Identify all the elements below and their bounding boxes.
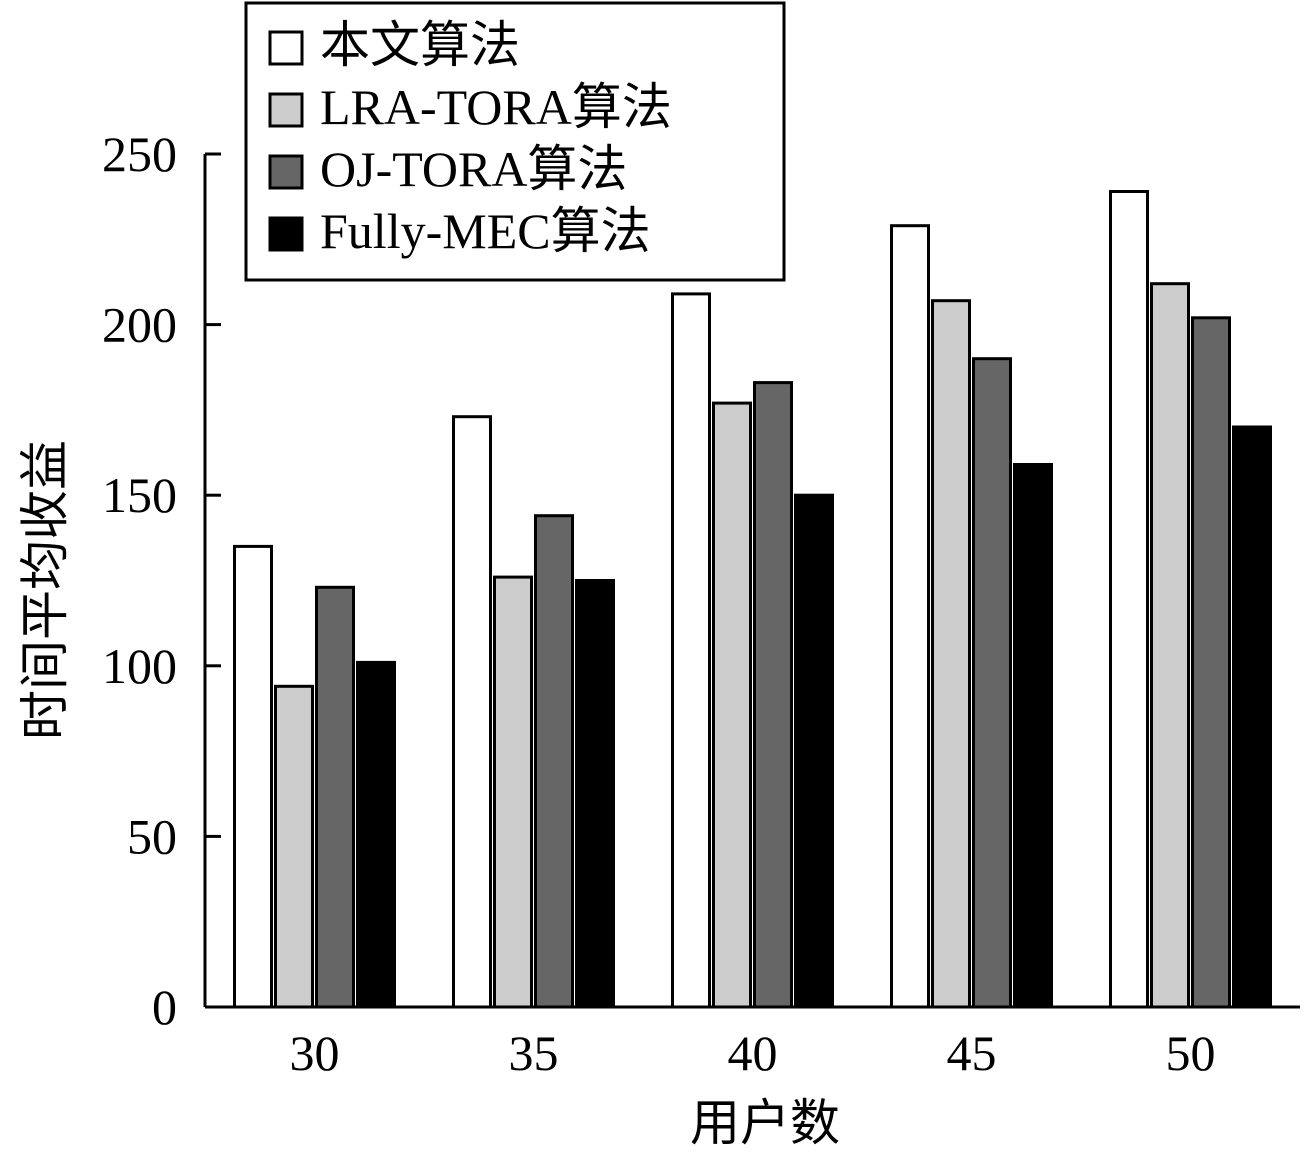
bar-35-series-3 [575, 579, 615, 1009]
bar-50-series-1 [1150, 282, 1190, 1009]
y-tick-label: 100 [102, 638, 177, 694]
bar-30-series-0 [233, 544, 273, 1009]
legend-label: Fully-MEC算法 [320, 203, 651, 259]
legend-box [244, 1, 786, 282]
x-tick-label: 35 [509, 1025, 559, 1081]
bar-50-series-2 [1191, 316, 1231, 1009]
axes-layer [203, 154, 1300, 1009]
bar-35-series-0 [452, 415, 492, 1009]
legend-swatch [268, 30, 304, 66]
x-tick-label: 45 [947, 1025, 997, 1081]
bar-50-series-3 [1232, 425, 1272, 1009]
y-tick-label: 150 [102, 467, 177, 523]
x-ticks-layer: 30 35 40 45 50 [290, 1025, 1216, 1081]
legend-swatch [268, 216, 304, 252]
bar-40-series-2 [753, 381, 793, 1009]
legend-label: LRA-TORA算法 [320, 79, 672, 135]
legend-items: 本文算法 LRA-TORA算法 OJ-TORA算法 Fully-MEC算法 [268, 17, 672, 259]
bar-35-series-1 [493, 575, 533, 1009]
y-tick-label: 200 [102, 297, 177, 353]
bar-45-series-1 [931, 299, 971, 1009]
y-tick-label: 250 [102, 126, 177, 182]
bar-30-series-3 [356, 660, 396, 1009]
bar-45-series-0 [890, 224, 930, 1009]
bar-45-series-2 [972, 357, 1012, 1009]
legend: 本文算法 LRA-TORA算法 OJ-TORA算法 Fully-MEC算法 [244, 1, 786, 282]
bar-30-series-2 [315, 585, 355, 1009]
bar-40-series-3 [794, 493, 834, 1009]
legend-label: 本文算法 [320, 17, 520, 73]
bars-layer [233, 190, 1272, 1009]
legend-label: OJ-TORA算法 [320, 141, 627, 197]
bar-50-series-0 [1109, 190, 1149, 1009]
legend-swatch [268, 154, 304, 190]
y-ticks-layer: 0 50 100 150 200 250 [102, 126, 221, 1035]
x-tick-label: 40 [728, 1025, 778, 1081]
y-axis-title: 时间平均收益 [17, 440, 73, 740]
bar-40-series-1 [712, 401, 752, 1009]
bar-35-series-2 [534, 514, 574, 1009]
x-axis-title: 用户数 [690, 1095, 840, 1151]
x-tick-label: 30 [290, 1025, 340, 1081]
legend-swatch [268, 92, 304, 128]
y-tick-label: 50 [127, 808, 177, 864]
bar-45-series-3 [1013, 463, 1053, 1009]
x-tick-label: 50 [1166, 1025, 1216, 1081]
bar-40-series-0 [671, 292, 711, 1009]
y-tick-label: 0 [152, 979, 177, 1035]
bar-30-series-1 [274, 684, 314, 1009]
